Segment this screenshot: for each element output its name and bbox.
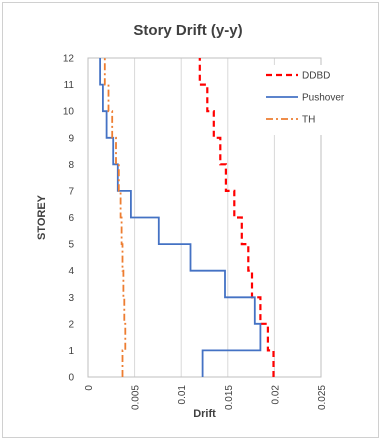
legend: DDBD Pushover TH: [262, 65, 370, 135]
series-layer: [99, 58, 275, 377]
plot-area: [87, 57, 322, 378]
chart-title: Story Drift (y-y): [133, 22, 242, 39]
y-tick-label: 1: [68, 346, 74, 357]
x-tick-label: 0.025: [317, 385, 328, 410]
series-line-pushover: [99, 58, 262, 377]
y-tick-label: 5: [68, 240, 74, 251]
y-tick-label: 4: [68, 266, 74, 277]
series-line-th: [103, 58, 127, 377]
y-tick-label: 8: [68, 160, 74, 171]
y-axis-title: STOREY: [36, 194, 48, 240]
x-tick-label: 0.005: [131, 385, 142, 410]
y-tick-label: 10: [63, 107, 75, 118]
y-tick-label: 12: [63, 54, 75, 65]
legend-label-ddbd: DDBD: [302, 71, 330, 82]
y-tick-label: 11: [64, 80, 75, 91]
y-tick-label: 3: [68, 293, 74, 304]
x-tick-label: 0.01: [177, 385, 188, 405]
y-tick-label: 0: [68, 373, 74, 384]
chart-frame: Story Drift (y-y) 0 0.005 0.01 0.015 0.02 0.0…: [2, 2, 379, 438]
y-tick-label: 2: [68, 319, 74, 330]
series-line-ddbd: [198, 58, 275, 377]
y-tick-label: 7: [68, 186, 74, 197]
legend-background: [262, 65, 370, 135]
y-tick-label: 9: [68, 133, 74, 144]
legend-label-th: TH: [302, 115, 315, 126]
legend-label-pushover: Pushover: [302, 93, 345, 104]
x-axis-title: Drift: [193, 408, 216, 420]
x-tick-label: 0.02: [270, 385, 281, 405]
x-tick-label: 0: [84, 385, 95, 391]
story-drift-chart: Story Drift (y-y) 0 0.005 0.01 0.015 0.02 0.0…: [36, 22, 370, 420]
y-tick-label: 6: [68, 213, 74, 224]
x-tick-label: 0.015: [224, 385, 235, 410]
